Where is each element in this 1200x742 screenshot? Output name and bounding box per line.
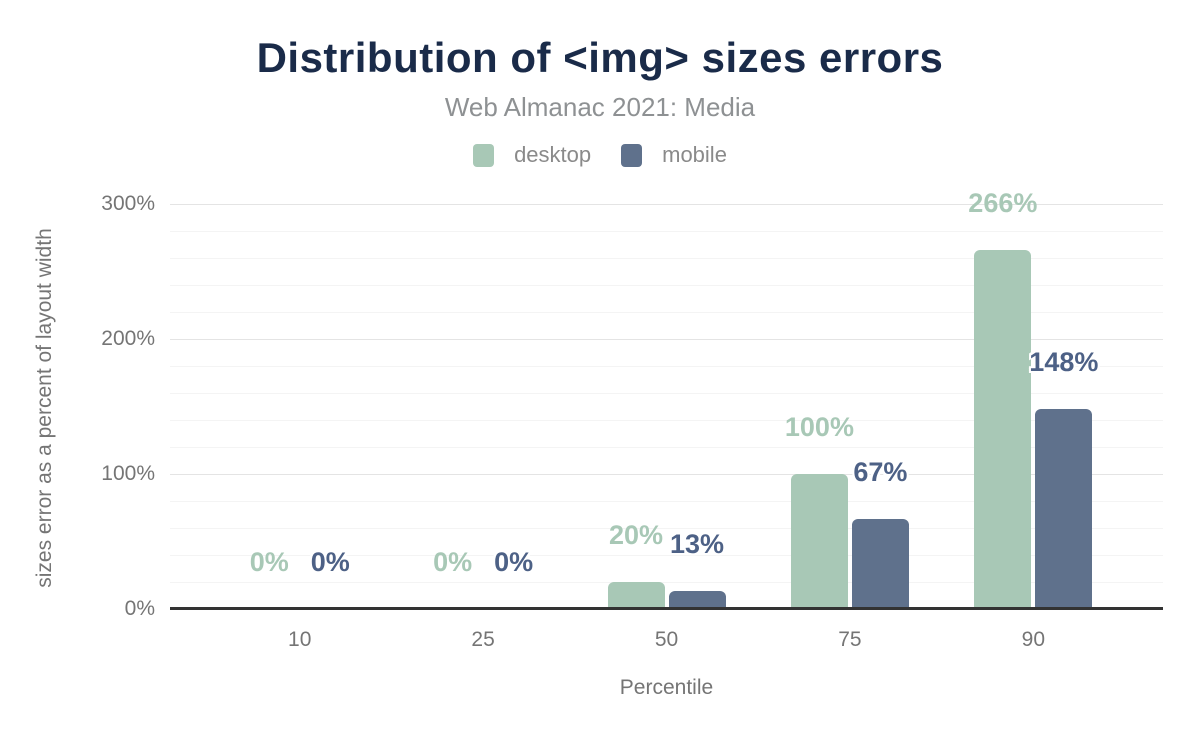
x-tick-50: 50	[654, 628, 679, 651]
gridline-60	[170, 527, 1163, 529]
y-tick-100%: 100%	[101, 462, 155, 485]
legend-label-desktop: desktop	[514, 142, 592, 167]
category-slot-75: 100% 67%	[758, 204, 941, 609]
category-slot-50: 20% 13%	[575, 204, 758, 609]
category-slot-10: 0% 0%	[208, 204, 391, 609]
gridline-240	[170, 284, 1163, 286]
gridline-160	[170, 392, 1163, 394]
category-slot-90: 266% 148%	[942, 189, 1125, 609]
bar-label-mobile-50: 13%	[669, 529, 725, 560]
x-tick-90: 90	[1021, 628, 1045, 651]
bar-desktop-50	[607, 582, 665, 609]
bar-label-desktop-75: 100%	[784, 412, 854, 442]
legend-item-mobile: mobile	[621, 142, 727, 168]
y-tick-300%: 300%	[101, 192, 155, 215]
bar-mobile-50	[668, 591, 726, 609]
bar-label-desktop-90: 266%	[968, 187, 1038, 218]
gridline-180	[170, 365, 1163, 367]
x-axis-title: Percentile	[619, 676, 714, 699]
legend: desktop mobile	[0, 142, 1200, 168]
x-axis-line	[170, 607, 1163, 610]
y-tick-0%: 0%	[124, 597, 155, 620]
gridline-80	[170, 500, 1163, 502]
bar-slots: 0% 0% 0% 0% 20% 13% 100% 67% 266% 148%	[208, 189, 1125, 609]
legend-swatch-mobile	[621, 143, 643, 167]
gridline-140	[170, 419, 1163, 421]
legend-label-mobile: mobile	[662, 142, 727, 167]
gridline-40	[170, 554, 1163, 556]
legend-swatch-desktop	[473, 143, 495, 167]
y-tick-200%: 200%	[101, 327, 155, 350]
x-tick-10: 10	[288, 628, 312, 651]
legend-item-desktop: desktop	[473, 142, 591, 168]
gridline-100	[170, 473, 1163, 475]
gridline-220	[170, 311, 1163, 313]
bar-label-mobile-75: 67%	[853, 456, 908, 487]
category-slot-25: 0% 0%	[391, 204, 574, 609]
y-axis-title: sizes error as a percent of layout width	[33, 228, 56, 588]
gridline-300	[170, 203, 1163, 205]
plot-area: 0% 0% 0% 0% 20% 13% 100% 67% 266% 148%	[170, 189, 1163, 610]
gridline-200	[170, 338, 1163, 340]
bar-desktop-75	[790, 474, 848, 609]
bar-label-mobile-90: 148%	[1029, 347, 1099, 378]
bar-label-mobile-25: 0%	[494, 547, 534, 577]
bar-mobile-90	[1035, 409, 1093, 609]
x-tick-75: 75	[838, 628, 862, 651]
chart-subtitle: Web Almanac 2021: Media	[444, 92, 756, 122]
x-tick-25: 25	[471, 628, 495, 651]
gridline-120	[170, 446, 1163, 448]
chart-title: Distribution of <img> sizes errors	[256, 34, 944, 81]
bar-mobile-75	[851, 518, 909, 609]
x-axis-ticks: 10 25 50 75 90	[208, 627, 1125, 653]
bar-label-desktop-10: 0%	[249, 547, 289, 577]
bar-desktop-90	[974, 249, 1032, 609]
bar-label-desktop-50: 20%	[608, 520, 664, 550]
gridline-280	[170, 230, 1163, 232]
gridline-20	[170, 581, 1163, 583]
bar-label-desktop-25: 0%	[433, 547, 473, 577]
gridline-260	[170, 257, 1163, 259]
bar-label-mobile-10: 0%	[310, 547, 350, 577]
